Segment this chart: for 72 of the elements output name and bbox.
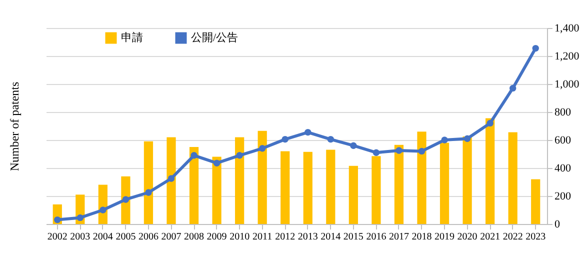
point (486, 120, 494, 127)
x-tick-label: 2009 (206, 232, 227, 242)
point (418, 148, 426, 155)
x-tick-label: 2002 (47, 232, 68, 242)
point (282, 136, 288, 143)
y-tick-label: 1,400 (554, 22, 580, 34)
legend-label: 公開/公告 (191, 31, 238, 44)
point (464, 135, 471, 142)
bar (212, 156, 222, 224)
point (258, 145, 266, 152)
point (100, 206, 106, 214)
bar (348, 166, 358, 224)
x-tick-label: 2015 (343, 232, 364, 242)
x-tick-label: 2020 (457, 232, 478, 242)
y-tick-label: 400 (554, 162, 572, 174)
legend-label: 申請 (121, 31, 143, 44)
bar (372, 156, 381, 224)
bar (303, 152, 312, 224)
x-tick-label: 2018 (412, 232, 432, 242)
y-tick-label: 0 (554, 218, 560, 230)
x-tick-label: 2007 (161, 232, 182, 242)
point (327, 136, 334, 143)
x-tick-label: 2008 (184, 232, 204, 242)
x-tick-label: 2011 (252, 232, 272, 242)
x-tick-label: 2023 (526, 232, 546, 242)
y-tick-label: 800 (554, 106, 572, 118)
bar (462, 136, 472, 224)
y-tick-label: 600 (554, 134, 572, 146)
x-tick-label: 2004 (92, 232, 113, 242)
x-tick-label: 2006 (138, 232, 158, 242)
point (145, 189, 152, 196)
point (76, 214, 84, 222)
x-tick-label: 2003 (70, 232, 90, 242)
x-tick-label: 2010 (230, 232, 250, 242)
point (213, 160, 220, 166)
x-tick-label: 2022 (502, 232, 523, 242)
y-tick-label: 200 (554, 190, 572, 202)
bar (531, 179, 540, 224)
y-axis-title: Number of patents (8, 82, 22, 172)
bar (486, 118, 495, 224)
bar (417, 132, 426, 224)
y-tick-label: 1,000 (554, 78, 580, 90)
x-tick-label: 2012 (275, 232, 296, 242)
x-tick-label: 2013 (298, 232, 318, 242)
bar (189, 147, 199, 224)
point (168, 175, 175, 182)
point (396, 147, 402, 154)
bar (235, 137, 244, 224)
bar (166, 137, 176, 224)
x-tick-label: 2021 (480, 232, 500, 242)
bar (326, 150, 336, 224)
bar (144, 141, 154, 224)
bar (258, 130, 267, 224)
bar (280, 151, 290, 224)
x-tick-label: 2017 (388, 232, 409, 242)
x-tick-label: 2014 (320, 232, 341, 242)
point (509, 84, 516, 92)
y-tick-label: 1,200 (554, 50, 580, 62)
point (190, 152, 198, 159)
point (532, 44, 539, 52)
point (304, 128, 312, 136)
point (54, 216, 61, 224)
point (350, 142, 357, 149)
x-tick-label: 2016 (366, 232, 386, 242)
bar (394, 144, 404, 224)
bar (508, 132, 518, 224)
x-tick-label: 2005 (116, 232, 136, 242)
x-tick-label: 2019 (434, 232, 455, 242)
point (441, 136, 448, 144)
point (372, 149, 380, 156)
point (236, 152, 243, 159)
bar (440, 142, 450, 224)
